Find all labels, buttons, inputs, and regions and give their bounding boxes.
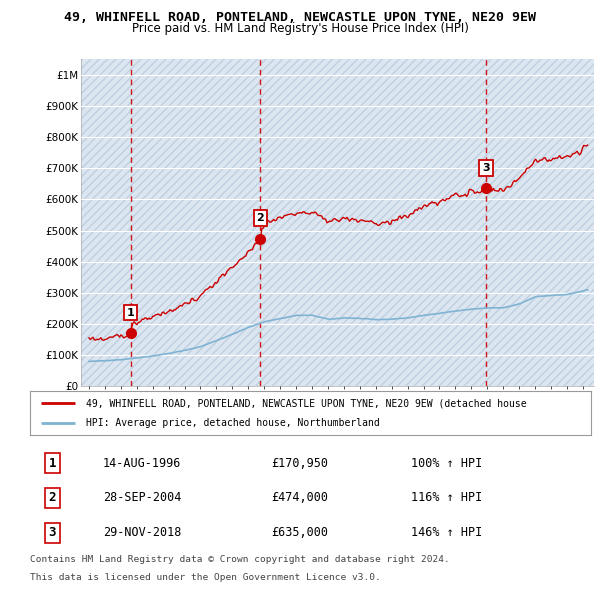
- Text: 1: 1: [49, 457, 56, 470]
- Text: £170,950: £170,950: [271, 457, 328, 470]
- Text: 49, WHINFELL ROAD, PONTELAND, NEWCASTLE UPON TYNE, NE20 9EW (detached house: 49, WHINFELL ROAD, PONTELAND, NEWCASTLE …: [86, 398, 527, 408]
- Text: 2: 2: [49, 491, 56, 504]
- Text: 100% ↑ HPI: 100% ↑ HPI: [412, 457, 483, 470]
- Text: HPI: Average price, detached house, Northumberland: HPI: Average price, detached house, Nort…: [86, 418, 380, 428]
- Text: £474,000: £474,000: [271, 491, 328, 504]
- Text: Contains HM Land Registry data © Crown copyright and database right 2024.: Contains HM Land Registry data © Crown c…: [30, 555, 450, 563]
- Text: 49, WHINFELL ROAD, PONTELAND, NEWCASTLE UPON TYNE, NE20 9EW: 49, WHINFELL ROAD, PONTELAND, NEWCASTLE …: [64, 11, 536, 24]
- Text: 1: 1: [127, 307, 134, 317]
- Text: £635,000: £635,000: [271, 526, 328, 539]
- Text: This data is licensed under the Open Government Licence v3.0.: This data is licensed under the Open Gov…: [30, 573, 381, 582]
- Text: 146% ↑ HPI: 146% ↑ HPI: [412, 526, 483, 539]
- Text: 29-NOV-2018: 29-NOV-2018: [103, 526, 181, 539]
- Text: 116% ↑ HPI: 116% ↑ HPI: [412, 491, 483, 504]
- Text: 28-SEP-2004: 28-SEP-2004: [103, 491, 181, 504]
- Text: 3: 3: [482, 163, 490, 173]
- Text: 14-AUG-1996: 14-AUG-1996: [103, 457, 181, 470]
- Text: Price paid vs. HM Land Registry's House Price Index (HPI): Price paid vs. HM Land Registry's House …: [131, 22, 469, 35]
- Text: 2: 2: [256, 213, 264, 223]
- Text: 3: 3: [49, 526, 56, 539]
